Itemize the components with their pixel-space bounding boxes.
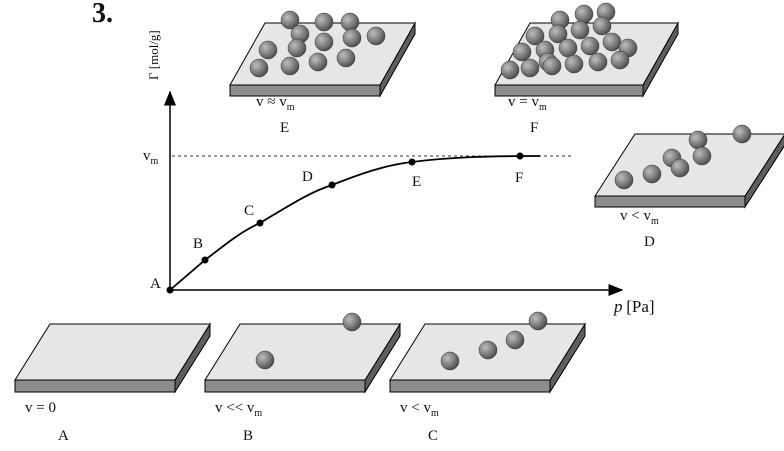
vm-label: vm	[143, 148, 159, 167]
adsorbed-molecule	[543, 57, 561, 75]
plate-front	[205, 380, 365, 392]
plate	[495, 3, 678, 96]
adsorbed-molecule	[479, 341, 497, 359]
plate-caption: v << vm	[215, 400, 262, 419]
plate-caption: v = 0	[25, 400, 56, 416]
plate-label: C	[428, 428, 438, 444]
caption-main: v ≈ v	[256, 94, 287, 110]
adsorbed-molecule	[575, 5, 593, 23]
x-label-unit: [Pa]	[626, 297, 654, 316]
adsorbed-molecule	[337, 49, 355, 67]
x-label-symbol: p	[613, 297, 623, 316]
adsorbed-molecule	[288, 39, 306, 57]
plate-top	[205, 324, 400, 380]
adsorbed-molecule	[513, 43, 531, 61]
adsorbed-molecule	[250, 59, 268, 77]
adsorbed-molecule	[571, 21, 589, 39]
diagram: 3. Γ [mol/g] p [Pa] vm ABCDEFv = 0Av << …	[0, 0, 784, 451]
adsorbed-molecule	[367, 27, 385, 45]
adsorbed-molecule	[315, 33, 333, 51]
isotherm-curve	[170, 156, 540, 290]
adsorbed-molecule	[589, 53, 607, 71]
caption-sub: m	[287, 102, 295, 113]
caption-main: v < v	[620, 208, 651, 224]
heading: 3.	[92, 0, 113, 29]
adsorbed-molecule	[506, 331, 524, 349]
plate-front	[230, 85, 380, 96]
curve-point	[517, 153, 524, 160]
plate	[205, 313, 400, 392]
adsorbed-molecule	[259, 41, 277, 59]
caption-sub: m	[254, 408, 262, 419]
caption-main: v = v	[508, 94, 539, 110]
adsorbed-molecule	[693, 147, 711, 165]
x-axis-label: p [Pa]	[613, 297, 655, 316]
caption-sub: m	[539, 102, 547, 113]
adsorbed-molecule	[343, 29, 361, 47]
adsorbed-molecule	[315, 13, 333, 31]
adsorbed-molecule	[733, 125, 751, 143]
adsorbed-molecule	[309, 53, 327, 71]
plate-front	[595, 196, 745, 207]
adsorbed-molecule	[615, 171, 633, 189]
adsorbed-molecule	[559, 39, 577, 57]
curve-point	[257, 220, 264, 227]
adsorbed-molecule	[593, 17, 611, 35]
adsorbed-molecule	[643, 165, 661, 183]
point-label: E	[412, 174, 421, 190]
adsorbed-molecule	[501, 61, 519, 79]
adsorbed-molecule	[671, 159, 689, 177]
plate	[595, 125, 784, 207]
adsorbed-molecule	[611, 51, 629, 69]
adsorbed-molecule	[581, 37, 599, 55]
caption-sub: m	[431, 408, 439, 419]
adsorbed-molecule	[565, 55, 583, 73]
adsorbed-molecule	[603, 33, 621, 51]
vm-sub: m	[151, 156, 159, 167]
plate-caption: v < vm	[400, 400, 439, 419]
plate-label: A	[58, 428, 69, 444]
plate-caption: v ≈ vm	[256, 94, 295, 113]
caption-main: v = 0	[25, 400, 56, 416]
plate-label: E	[280, 120, 289, 136]
point-label: D	[302, 169, 313, 185]
curve-point	[202, 257, 209, 264]
adsorbed-molecule	[689, 131, 707, 149]
caption-main: v << v	[215, 400, 255, 416]
adsorbed-molecule	[441, 352, 459, 370]
curve-point	[409, 159, 416, 166]
plate-label: F	[530, 120, 538, 136]
point-label: B	[193, 236, 203, 252]
adsorbed-molecule	[256, 351, 274, 369]
plate-top	[15, 324, 210, 380]
adsorbed-molecule	[281, 57, 299, 75]
point-label: A	[150, 276, 161, 292]
adsorbed-molecule	[341, 13, 359, 31]
curve-point	[167, 287, 174, 294]
plate	[390, 312, 585, 392]
caption-main: v < v	[400, 400, 431, 416]
plate-label: B	[243, 428, 253, 444]
plate-label: D	[644, 234, 655, 250]
plate-caption: v < vm	[620, 208, 659, 227]
point-label: C	[244, 203, 254, 219]
plate-caption: v = vm	[508, 94, 547, 113]
plate-front	[15, 380, 175, 392]
adsorbed-molecule	[529, 312, 547, 330]
caption-sub: m	[651, 216, 659, 227]
curve-point	[329, 182, 336, 189]
adsorbed-molecule	[521, 59, 539, 77]
y-axis-label: Γ [mol/g]	[146, 30, 161, 80]
plate	[230, 11, 415, 96]
adsorbed-molecule	[343, 313, 361, 331]
plate	[15, 324, 210, 392]
point-label: F	[515, 170, 523, 186]
plate-front	[390, 380, 550, 392]
